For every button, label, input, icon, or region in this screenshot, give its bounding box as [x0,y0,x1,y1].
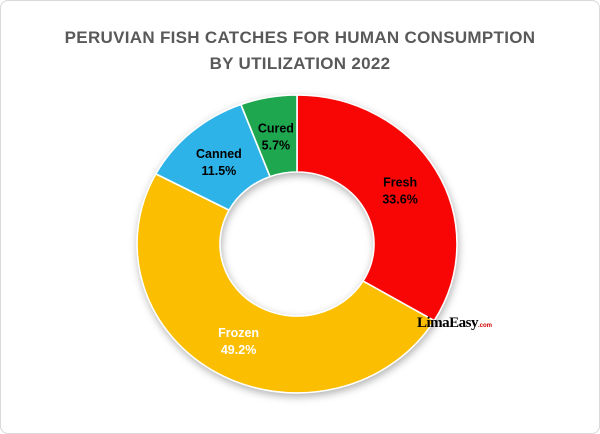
slice-label-fresh: Fresh 33.6% [382,176,417,207]
pie-slice-cured [240,94,298,178]
slice-label-cured: Cured 5.7% [258,121,294,152]
slice-label-canned: Canned 11.5% [196,147,242,178]
chart-title-line-1: PERUVIAN FISH CATCHES FOR HUMAN CONSUMPT… [64,28,536,47]
limaeasy-logo-text: LimaEasy [417,315,479,331]
pie-slice-fresh [296,94,458,322]
limaeasy-logo-suffix: .com [478,323,493,329]
chart-title: PERUVIAN FISH CATCHES FOR HUMAN CONSUMPT… [1,25,599,77]
slice-label-frozen: Frozen 49.2% [218,326,259,357]
chart-title-line-2: BY UTILIZATION 2022 [209,54,391,73]
limaeasy-logo: LimaEasy.com [417,315,492,332]
pie-slice-frozen [136,173,435,394]
